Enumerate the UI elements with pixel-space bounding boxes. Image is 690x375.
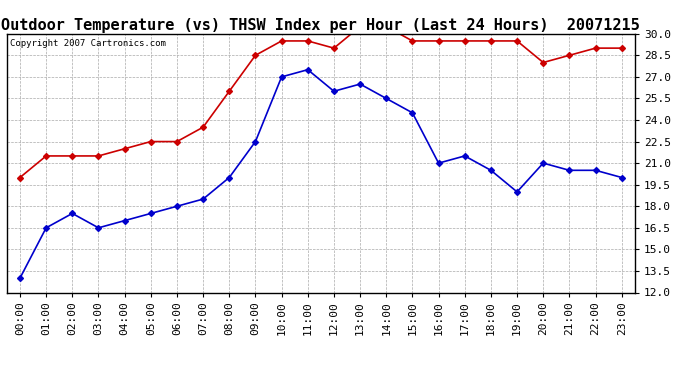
- Text: Copyright 2007 Cartronics.com: Copyright 2007 Cartronics.com: [10, 39, 166, 48]
- Title: Outdoor Temperature (vs) THSW Index per Hour (Last 24 Hours)  20071215: Outdoor Temperature (vs) THSW Index per …: [1, 18, 640, 33]
